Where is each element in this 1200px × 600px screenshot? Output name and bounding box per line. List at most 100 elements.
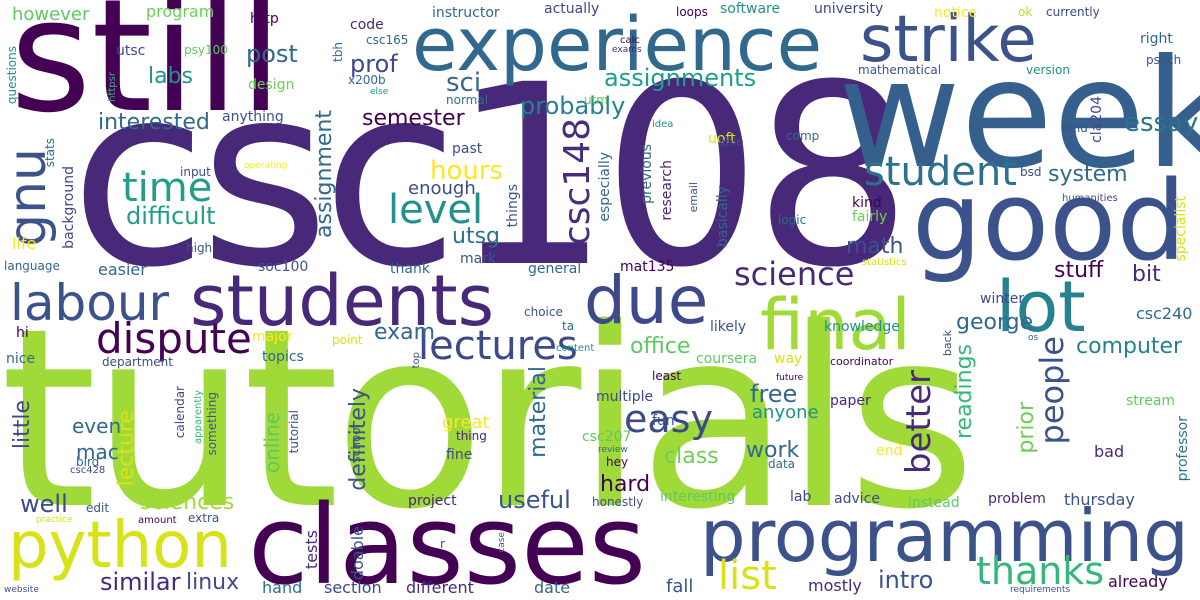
word-anything: anything	[222, 109, 284, 125]
word-statistics: statistics	[862, 257, 907, 268]
word-idea: idea	[652, 119, 674, 130]
word-problem: problem	[988, 491, 1046, 507]
word-nice: nice	[6, 351, 36, 367]
word-intro: intro	[878, 566, 934, 594]
word-interesting: interesting	[660, 489, 736, 505]
word-class: class	[664, 444, 719, 469]
word-end: end	[876, 443, 903, 459]
word-background: background	[61, 166, 77, 249]
word-x200b: x200b	[348, 73, 386, 87]
word-csc240: csc240	[1136, 304, 1193, 323]
word-work: work	[746, 438, 800, 463]
word-office: office	[630, 334, 691, 359]
word-design: design	[248, 77, 295, 93]
word-os: os	[1028, 333, 1039, 343]
word-calendar: calendar	[173, 386, 187, 439]
word-fun: fun	[652, 413, 675, 429]
word-material: material	[526, 366, 551, 458]
word-different: different	[406, 578, 474, 597]
word-thanks: thanks	[976, 549, 1105, 593]
word-labs: labs	[148, 64, 194, 89]
word-instructor: instructor	[432, 5, 500, 21]
word-email: email	[687, 182, 700, 213]
word-assignments: assignments	[604, 64, 757, 92]
word-mostly: mostly	[808, 576, 862, 595]
word-date: date	[534, 578, 571, 597]
word-humanities: humanities	[1062, 193, 1118, 204]
word-still: still	[10, 0, 283, 147]
word-computer: computer	[1076, 334, 1183, 359]
word-topics: topics	[262, 349, 304, 365]
word-semester: semester	[362, 106, 465, 131]
word-strike: strike	[860, 3, 1037, 77]
word-section: section	[324, 578, 382, 597]
word-instead: instead	[908, 495, 960, 511]
word-stats: stats	[43, 138, 57, 168]
word-website: website	[4, 585, 39, 595]
word-final: final	[760, 284, 911, 366]
word-something: something	[205, 392, 219, 456]
word-high: high	[186, 241, 213, 255]
word-future: future	[776, 373, 804, 383]
word-things: things	[505, 184, 521, 228]
word-sciences: sciences	[140, 490, 235, 515]
word-major: major	[252, 329, 293, 345]
word-operating: operating	[244, 161, 288, 171]
word-assignment: assignment	[312, 110, 337, 238]
word-lab: lab	[790, 489, 812, 505]
word-tests: tests	[302, 530, 321, 570]
word-csc428: csc428	[70, 465, 106, 476]
word-winter: winter	[980, 291, 1025, 307]
word-anyone: anyone	[752, 402, 819, 423]
word-prof: prof	[350, 50, 398, 78]
word-program: program	[146, 2, 215, 21]
word-little: little	[10, 400, 35, 450]
word-george: george	[956, 310, 1034, 335]
word-labour: labour	[10, 274, 170, 332]
word-edit: edit	[86, 501, 110, 515]
word-top: top	[411, 352, 422, 369]
word-psych: psych	[1146, 53, 1182, 67]
word-notice: notice	[934, 5, 978, 21]
word-choice: choice	[524, 305, 563, 319]
word-dispute: dispute	[96, 314, 252, 363]
word-department: department	[102, 355, 173, 369]
word-bit: bit	[1132, 262, 1161, 287]
word-list: list	[718, 553, 777, 599]
word-lectures: lectures	[418, 323, 578, 369]
word-bird: bird	[76, 455, 100, 469]
word-content: content	[556, 343, 595, 354]
word-httpsr: httpsr	[107, 72, 118, 102]
word-cla204: cla204	[1089, 96, 1105, 143]
word-able: able	[718, 135, 744, 149]
word-people: people	[1033, 336, 1071, 445]
word-difficult: difficult	[126, 202, 216, 230]
word-case: case	[497, 532, 507, 553]
word-similar: similar	[100, 568, 181, 596]
word-school: school	[349, 424, 363, 463]
word-enough: enough	[408, 178, 476, 199]
word-ok: ok	[1018, 5, 1033, 19]
word-paper: paper	[830, 393, 871, 409]
word-hard: hard	[600, 472, 651, 497]
word-post: post	[246, 40, 298, 68]
word-due: due	[584, 262, 709, 339]
word-coordinator: coordinator	[830, 355, 894, 368]
word-life: life	[12, 234, 37, 253]
word-sci: sci	[446, 68, 482, 98]
word-python: python	[8, 509, 232, 583]
word-mathematical: mathematical	[858, 63, 942, 77]
word-csc108: csc108	[70, 31, 912, 322]
word-easy: easy	[624, 397, 713, 441]
word-utsc: utsc	[116, 43, 146, 59]
word-even: even	[72, 414, 122, 438]
word-honestly: honestly	[592, 495, 644, 509]
word-fall: fall	[666, 576, 694, 597]
word-code: code	[350, 17, 384, 33]
word-general: general	[528, 261, 582, 277]
word-multiple: multiple	[596, 389, 654, 405]
word-requirements: requirements	[1010, 585, 1071, 595]
word-normal: normal	[446, 93, 489, 107]
word-tbh: tbh	[331, 42, 345, 62]
